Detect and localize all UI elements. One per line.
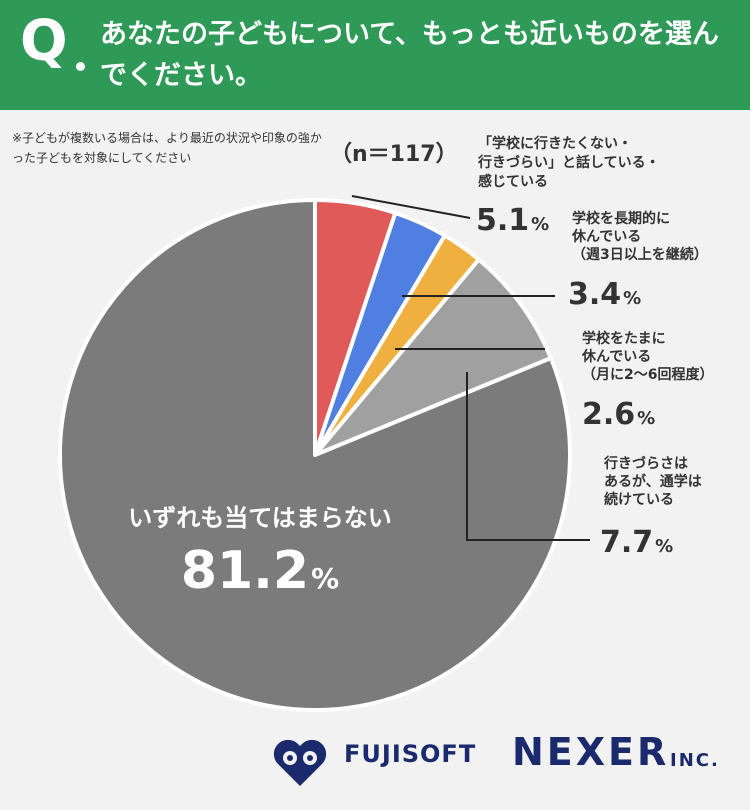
- value-s3-number: 2.6: [582, 397, 636, 432]
- value-s1-pct: %: [531, 214, 550, 235]
- label-s2: 学校を長期的に 休んでいる （週3日以上を継続）: [572, 210, 708, 264]
- value-s5-number: 81.2: [180, 541, 310, 601]
- value-s3-pct: %: [637, 408, 656, 429]
- q-dot-icon: [76, 62, 85, 71]
- label-s4-line-3: 続けている: [604, 492, 674, 508]
- nexer-inc: INC.: [670, 750, 720, 771]
- label-s3-line-1: 学校をたまに: [582, 331, 666, 347]
- label-s2-line-3: （週3日以上を継続）: [572, 247, 708, 263]
- value-s3: 2.6%: [582, 400, 655, 430]
- pie-slice-4: [313, 257, 553, 457]
- label-s2-line-1: 学校を長期的に: [572, 211, 670, 227]
- fujisoft-wordmark: FUJISOFT: [344, 740, 477, 768]
- sample-size: （n＝117）: [330, 142, 458, 167]
- pie-slice-5: [58, 198, 572, 712]
- leader-line-s1: [351, 195, 471, 219]
- value-s2-number: 3.4: [568, 277, 622, 312]
- note-text: ※子どもが複数いる場合は、より最近の状況や印象の強かった子どもを対象にしてくださ…: [12, 131, 322, 165]
- label-s1-line-1: 「学校に行きたくない・: [478, 136, 632, 152]
- leader-line-s4: [466, 372, 590, 541]
- value-s5: 81.2%: [60, 545, 460, 597]
- label-s3-line-3: （月に2〜6回程度）: [582, 367, 714, 383]
- label-s4-line-2: あるが、通学は: [604, 474, 702, 490]
- value-s4-number: 7.7: [600, 525, 654, 560]
- value-s2: 3.4%: [568, 280, 641, 310]
- label-s4-line-1: 行きづらさは: [604, 456, 688, 472]
- label-s2-line-2: 休んでいる: [572, 229, 642, 245]
- label-s1-line-3: 感じている: [478, 174, 548, 190]
- label-s5: いずれも当てはまらない: [128, 504, 392, 532]
- question-header: Q あなたの子どもについて、もっとも近いものを選んでください。: [0, 0, 750, 110]
- q-mark: Q: [20, 9, 68, 74]
- value-s1-number: 5.1: [476, 203, 530, 238]
- label-s1: 「学校に行きたくない・ 行きづらい」と話している・ 感じている: [478, 135, 660, 192]
- label-s4: 行きづらさは あるが、通学は 続けている: [604, 455, 702, 509]
- label-s3-line-2: 休んでいる: [582, 349, 652, 365]
- label-s3: 学校をたまに 休んでいる （月に2〜6回程度）: [582, 330, 713, 384]
- value-s5-pct: %: [311, 562, 340, 595]
- value-s4-pct: %: [655, 536, 674, 557]
- question-text: あなたの子どもについて、もっとも近いものを選んでください。: [100, 19, 719, 91]
- value-s2-pct: %: [623, 288, 642, 309]
- value-s4: 7.7%: [600, 528, 673, 558]
- value-s1: 5.1%: [476, 206, 549, 236]
- label-s1-line-2: 行きづらい」と話している・: [478, 155, 660, 171]
- nexer-wordmark: NEXER: [512, 730, 670, 774]
- fujisoft-logo-icon: [273, 739, 327, 786]
